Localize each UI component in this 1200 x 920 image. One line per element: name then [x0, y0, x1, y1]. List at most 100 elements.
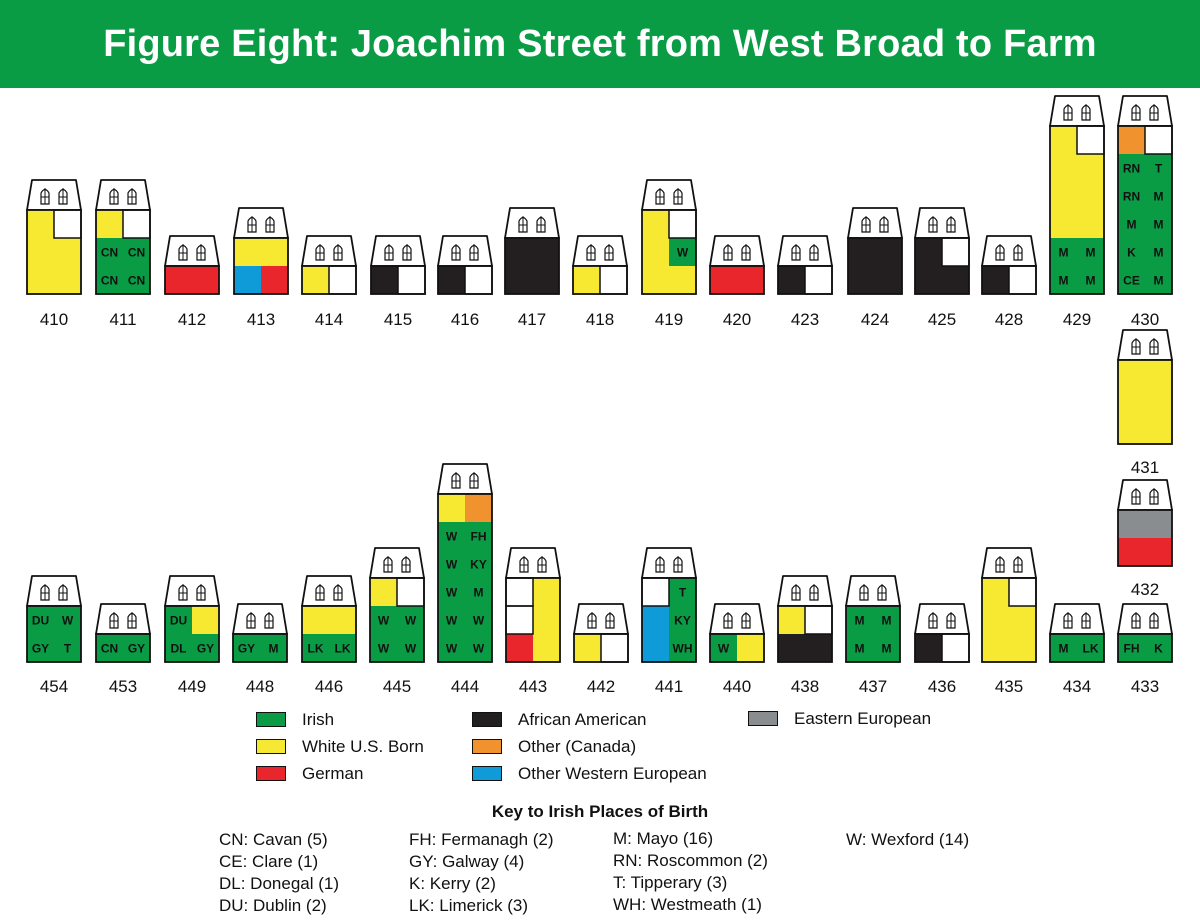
house-cell	[329, 634, 356, 662]
birthplace-code: CN	[128, 274, 145, 288]
window-icon	[178, 244, 188, 261]
legend-swatch-eastern-european	[748, 711, 778, 726]
birthplace-code: GY	[238, 642, 255, 656]
house-cell	[1118, 510, 1145, 538]
legend-label: African American	[518, 710, 647, 729]
house-cell	[533, 634, 560, 662]
house-413: 413	[233, 207, 289, 329]
window-icon	[605, 612, 615, 629]
house-cell	[1077, 210, 1104, 238]
house-cell	[875, 238, 902, 266]
window-icon	[655, 188, 665, 205]
birthplace-code: W	[378, 614, 390, 628]
house-cell	[397, 578, 424, 606]
house-number: 435	[995, 677, 1023, 696]
house-cell	[669, 210, 696, 238]
house-cell	[601, 634, 628, 662]
house-cell	[669, 606, 696, 634]
house-cell	[302, 266, 329, 294]
window-icon	[1131, 612, 1141, 629]
house-outline	[301, 605, 357, 663]
house-433: FH K 433	[1117, 603, 1173, 696]
house-cell	[370, 578, 397, 606]
birthplace-code: M	[1154, 190, 1164, 204]
house-cell	[123, 266, 150, 294]
house-roof	[845, 575, 901, 607]
birthplace-code: FH	[471, 530, 487, 544]
legend-swatch-german	[256, 766, 286, 781]
house-cell	[1145, 210, 1172, 238]
house-number: 431	[1131, 458, 1159, 477]
window-icon	[879, 216, 889, 233]
house-cell	[192, 266, 219, 294]
house-cell	[438, 494, 465, 522]
house-cell	[192, 634, 219, 662]
house-cell	[778, 634, 805, 662]
birthplace-code: CN	[101, 246, 118, 260]
house-outline	[26, 605, 82, 663]
house-434: M LK 434	[1049, 603, 1105, 696]
house-cell	[397, 634, 424, 662]
title-banner	[0, 0, 1200, 88]
house-cell	[982, 634, 1009, 662]
window-icon	[536, 216, 546, 233]
house-cell	[1145, 154, 1172, 182]
window-icon	[655, 556, 665, 573]
house-number: 454	[40, 677, 68, 696]
house-432: 432	[1117, 479, 1173, 599]
window-icon	[40, 584, 50, 601]
house-number: 423	[791, 310, 819, 329]
window-icon	[451, 244, 461, 261]
house-outline	[1117, 509, 1173, 567]
birthplace-code: W	[473, 614, 485, 628]
house-outline	[233, 237, 289, 295]
house-number: 430	[1131, 310, 1159, 329]
house-cell	[505, 238, 532, 266]
house-425: 425	[914, 207, 970, 329]
house-cell	[1118, 416, 1145, 444]
house-roof	[301, 235, 357, 267]
house-cell	[1050, 154, 1077, 182]
house-448: GY M 448	[232, 603, 288, 696]
legend-label: Irish	[302, 710, 335, 729]
house-cell	[982, 606, 1009, 634]
window-icon	[928, 216, 938, 233]
window-icon	[1149, 612, 1159, 629]
house-outline	[1117, 359, 1173, 445]
house-cell	[1145, 126, 1172, 154]
window-icon	[1131, 488, 1141, 505]
window-icon	[315, 244, 325, 261]
house-412: 412	[164, 235, 220, 329]
birthplace-code: CN	[101, 274, 118, 288]
house-cell	[398, 266, 425, 294]
house-cell	[54, 210, 81, 238]
birthplace-code: M	[1059, 246, 1069, 260]
house-cell	[642, 238, 669, 266]
house-outline	[641, 209, 697, 295]
window-icon	[40, 188, 50, 205]
house-roof	[95, 603, 151, 635]
house-outline	[26, 209, 82, 295]
house-cell	[942, 238, 969, 266]
birthplace-code: M	[882, 614, 892, 628]
window-icon	[402, 244, 412, 261]
house-number: 449	[178, 677, 206, 696]
house-number: 417	[518, 310, 546, 329]
house-cell	[848, 266, 875, 294]
window-icon	[1131, 104, 1141, 121]
birthplace-code: CE	[1123, 274, 1140, 288]
birthplace-code: M	[1127, 218, 1137, 232]
house-cell	[96, 266, 123, 294]
birthplace-code: DU	[170, 614, 187, 628]
house-cell	[915, 266, 942, 294]
house-cell	[533, 606, 560, 634]
house-roof	[1117, 95, 1173, 127]
house-cell	[1009, 578, 1036, 606]
house-cell	[1077, 266, 1104, 294]
house-outline	[847, 237, 903, 295]
birthplace-code: W	[446, 558, 458, 572]
figure-title: Figure Eight: Joachim Street from West B…	[103, 23, 1097, 65]
house-outline	[504, 237, 560, 295]
house-cell	[465, 634, 492, 662]
